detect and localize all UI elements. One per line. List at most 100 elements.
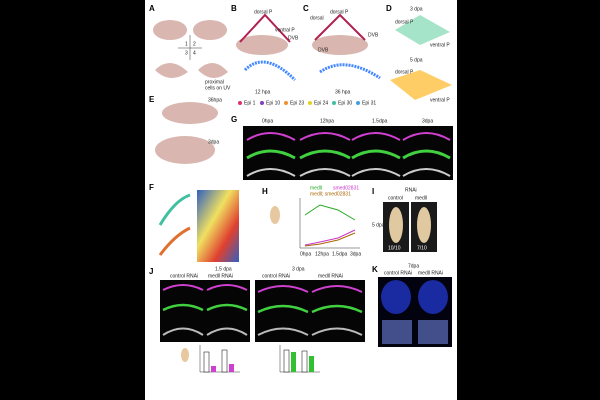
score: 10/10 <box>388 245 401 251</box>
label: dorsal P <box>254 9 273 15</box>
label: ventral P <box>430 97 450 103</box>
zoom <box>418 320 448 344</box>
legend-label: Epi 23 <box>290 100 304 106</box>
time-label: 7dpa <box>408 263 419 269</box>
panel-letter: F <box>149 183 154 192</box>
embryo-icon <box>270 206 280 224</box>
label: dorsal P <box>395 69 414 75</box>
legend-dot <box>238 101 242 105</box>
label: dorsal P <box>395 19 414 25</box>
bar <box>291 352 296 372</box>
legend-label: Epi 1 <box>244 100 256 106</box>
nuclei <box>418 280 448 314</box>
x-label: 3dpa <box>350 251 361 257</box>
bar <box>301 350 308 373</box>
panel-letter: I <box>372 187 374 196</box>
legend-label: Epi 24 <box>314 100 328 106</box>
label: ventral P <box>275 27 295 33</box>
group-label: 1.5 dpa <box>215 266 232 272</box>
column-label: control RNAi <box>262 273 290 279</box>
embryo <box>162 102 218 124</box>
embryo <box>312 35 368 55</box>
embryo <box>236 35 288 55</box>
micrograph-grid <box>160 280 250 342</box>
quadrant: 1 <box>185 41 188 47</box>
column-label: medll RNAi <box>418 270 443 276</box>
legend-label: medll <box>310 185 322 191</box>
column-label: control <box>388 195 403 201</box>
legend-label: Epi 10 <box>266 100 280 106</box>
panel-letter: H <box>262 187 268 196</box>
bar <box>283 349 290 373</box>
lineage <box>243 60 297 82</box>
signal <box>246 132 451 141</box>
label: dorsal P <box>330 9 349 15</box>
column-label: control RNAi <box>384 270 412 276</box>
lineage <box>239 13 291 43</box>
label: 3 dpa <box>410 6 423 12</box>
column-label: medll RNAi <box>208 273 233 279</box>
quadrant: 4 <box>193 50 196 56</box>
legend-dot <box>260 101 264 105</box>
x-label: 12hpa <box>315 251 329 257</box>
legend-dot <box>356 101 360 105</box>
label: 3dpa <box>208 139 219 145</box>
trend-line <box>304 229 356 246</box>
score: 7/10 <box>417 245 427 251</box>
panel-letter: B <box>231 4 237 13</box>
label: dorsal <box>310 15 324 21</box>
embryo <box>155 62 188 79</box>
embryo <box>198 62 228 79</box>
signal <box>246 168 451 177</box>
embryo <box>417 207 431 243</box>
micrographs <box>243 126 453 180</box>
signal <box>246 149 451 160</box>
bar <box>221 349 228 373</box>
micrograph-grid <box>255 280 365 342</box>
column-label: 12hpa <box>320 118 334 124</box>
bar <box>203 351 210 373</box>
trajectory <box>158 226 191 256</box>
label: DVB <box>288 35 299 41</box>
quadrant: 3 <box>185 50 188 56</box>
label: cells on UV <box>205 85 231 91</box>
panel-letter: G <box>231 115 237 124</box>
lineage <box>319 63 381 80</box>
signal <box>162 303 363 314</box>
panel-letter: E <box>149 95 155 104</box>
heatmap <box>197 190 239 262</box>
lineage <box>314 13 366 41</box>
legend-label: Epi 30 <box>338 100 352 106</box>
column-label: 1.5dpa <box>372 118 388 124</box>
label: DVB <box>318 47 329 53</box>
trend-line <box>304 232 356 247</box>
group-label: 3 dpa <box>292 266 305 272</box>
time-label: 5 dpa <box>372 222 385 228</box>
quadrant: 2 <box>193 41 196 47</box>
lineage <box>395 15 450 45</box>
label: 36hpa <box>208 97 222 103</box>
embryo <box>389 207 403 243</box>
label: proximal <box>205 79 224 85</box>
column-label: 0hpa <box>262 118 273 124</box>
embryo-icon <box>181 348 189 362</box>
legend: Epi 1 Epi 10 Epi 23 Epi 24 Epi 30 Epi 31 <box>238 100 376 106</box>
column-label: 3dpa <box>422 118 433 124</box>
bar <box>309 356 314 372</box>
legend-dot <box>284 101 288 105</box>
column-label: medll <box>415 195 427 201</box>
panel-letter: A <box>149 4 155 13</box>
label: 36 hpa <box>335 89 351 95</box>
lineage <box>390 70 452 100</box>
legend-label: medll; smed02831 <box>310 191 351 197</box>
embryo <box>155 136 215 164</box>
bar <box>229 364 234 372</box>
x-label: 0hpa <box>300 251 311 257</box>
bar <box>211 366 216 372</box>
embryo <box>153 20 187 40</box>
embryo <box>193 20 227 40</box>
panel-letter: J <box>149 267 153 276</box>
nuclei <box>381 280 411 314</box>
x-label: 1.5dpa <box>332 251 348 257</box>
